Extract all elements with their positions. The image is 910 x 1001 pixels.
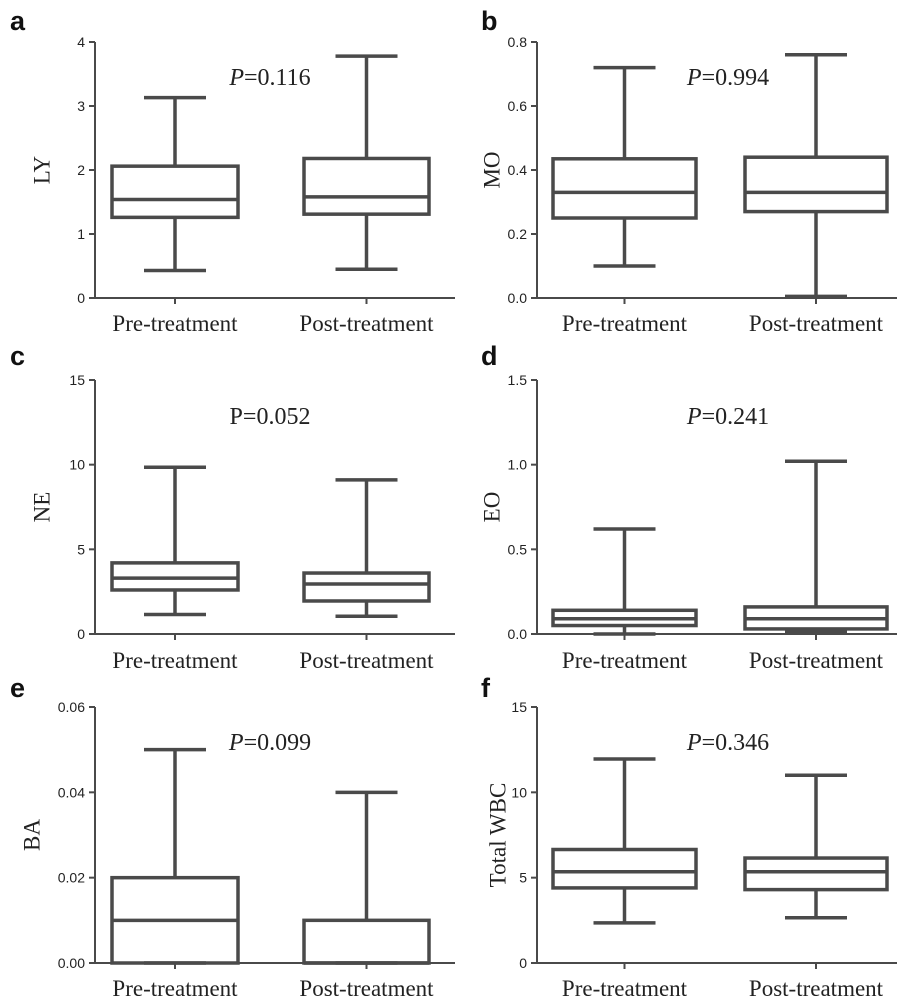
y-tick-label: 0.4 [508, 162, 528, 178]
iqr-box [302, 156, 431, 216]
y-tick-label: 0.02 [58, 870, 85, 886]
p-value: =0.241 [702, 404, 770, 430]
y-axis-label: NE [29, 492, 54, 523]
iqr-box [110, 164, 240, 220]
y-tick-label: 1 [77, 226, 85, 242]
y-tick-label: 0.06 [58, 699, 85, 715]
panel-letter: b [481, 6, 498, 36]
x-category-label: Post-treatment [749, 648, 884, 673]
panel-e: e BA 0.00 0.02 0.04 0.06 Pre-treatment Post-tre… [10, 673, 455, 1001]
panel-letter: f [481, 673, 491, 703]
x-category-label: Pre-treatment [112, 976, 238, 1001]
x-category-label: Post-treatment [749, 976, 884, 1001]
panel-c: c NE 0 5 10 15 Pre-treatment Post-treatment P=0.… [10, 341, 455, 673]
y-axis-label: EO [479, 492, 504, 523]
x-category-label: Post-treatment [299, 648, 434, 673]
y-tick-label: 15 [511, 699, 527, 715]
p-symbol: P [230, 404, 243, 430]
panel-letter: c [10, 341, 25, 371]
box-pre [551, 757, 698, 925]
y-tick-label: 4 [77, 34, 85, 50]
box-post [302, 790, 431, 965]
p-symbol: P [686, 404, 702, 430]
box-post [302, 478, 431, 618]
panel-letter: a [10, 6, 26, 36]
box-post [743, 53, 889, 299]
x-category-label: Pre-treatment [562, 976, 688, 1001]
iqr-box [302, 918, 431, 965]
y-tick-label: 0.2 [508, 226, 528, 242]
panel-f: f Total WBC 0 5 10 15 Pre-treatment Post-treatm… [481, 673, 897, 1001]
y-tick-label: 0.5 [508, 541, 528, 557]
box-pre [551, 65, 698, 268]
iqr-box [551, 157, 698, 220]
x-category-label: Pre-treatment [112, 311, 238, 336]
y-tick-label: 3 [77, 98, 85, 114]
panel-b: b MO 0.0 0.2 0.4 0.6 0.8 Pre-treatment Post-trea… [479, 6, 897, 336]
y-tick-label: 15 [69, 372, 85, 388]
y-tick-label: 5 [77, 541, 85, 557]
y-axis-label: LY [29, 155, 54, 184]
panel-letter: e [10, 673, 25, 703]
y-axis-label: Total WBC [485, 783, 510, 888]
y-tick-label: 10 [511, 784, 527, 800]
p-value-annotation: P=0.994 [686, 65, 769, 91]
y-tick-label: 0.04 [58, 784, 85, 800]
p-value: =0.994 [702, 65, 770, 91]
p-value-annotation: P=0.052 [230, 404, 311, 430]
p-value: =0.346 [702, 730, 770, 756]
y-tick-label: 0 [77, 290, 85, 306]
p-symbol: P [228, 730, 244, 756]
iqr-box [743, 155, 889, 214]
x-category-label: Post-treatment [749, 311, 884, 336]
box-pre [110, 465, 240, 617]
p-symbol: P [686, 730, 702, 756]
y-tick-label: 0.0 [508, 626, 528, 642]
p-value-annotation: P=0.241 [686, 404, 769, 430]
y-tick-label: 5 [519, 870, 527, 886]
x-category-label: Pre-treatment [562, 648, 688, 673]
panel-letter: d [481, 341, 498, 371]
iqr-box [551, 847, 698, 890]
box-pre [110, 747, 240, 965]
y-tick-label: 0 [77, 626, 85, 642]
p-value: =0.052 [243, 404, 311, 430]
box-post [743, 459, 889, 635]
p-value: =0.099 [244, 730, 312, 756]
y-tick-label: 1.5 [508, 372, 528, 388]
panel-a: a LY 0 1 2 3 4 Pre-treatment Post-treatment P=0.1… [10, 6, 455, 336]
box-post [302, 54, 431, 271]
y-tick-label: 0.00 [58, 955, 85, 971]
x-category-label: Pre-treatment [562, 311, 688, 336]
y-tick-label: 0.6 [508, 98, 528, 114]
y-tick-label: 1.0 [508, 457, 528, 473]
y-tick-label: 10 [69, 457, 85, 473]
y-axis-label: MO [479, 151, 504, 188]
y-axis-label: BA [19, 819, 44, 851]
p-value: =0.116 [244, 65, 311, 91]
p-symbol: P [228, 65, 244, 91]
y-tick-label: 2 [77, 162, 85, 178]
iqr-box [743, 856, 889, 892]
iqr-box [302, 571, 431, 603]
box-pre [551, 527, 698, 636]
box-post [743, 773, 889, 920]
y-tick-label: 0 [519, 955, 527, 971]
x-category-label: Post-treatment [299, 311, 434, 336]
x-category-label: Pre-treatment [112, 648, 238, 673]
y-tick-label: 0.0 [508, 290, 528, 306]
x-category-label: Post-treatment [299, 976, 434, 1001]
p-value-annotation: P=0.099 [228, 730, 311, 756]
y-tick-label: 0.8 [508, 34, 528, 50]
panel-d: d EO 0.0 0.5 1.0 1.5 Pre-treatment Post-treatme… [479, 341, 897, 673]
p-value-annotation: P=0.346 [686, 730, 769, 756]
p-value-annotation: P=0.116 [228, 65, 310, 91]
p-symbol: P [686, 65, 702, 91]
box-pre [110, 95, 240, 273]
